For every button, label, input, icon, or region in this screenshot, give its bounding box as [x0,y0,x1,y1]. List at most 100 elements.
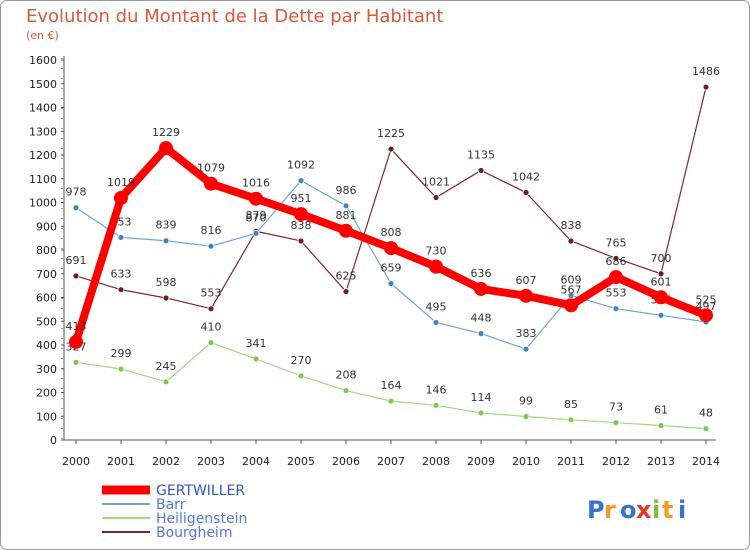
y-tick-label: 1200 [29,149,57,162]
data-label: 495 [426,300,447,313]
data-label: 1019 [107,176,135,189]
y-tick-label: 1500 [29,78,57,91]
y-tick-label: 500 [36,315,57,328]
data-label: 808 [381,226,402,239]
logo-letter: o [620,496,637,524]
chart-subtitle: (en €) [26,29,59,42]
x-tick-label: 2014 [692,455,720,468]
data-point [249,191,263,206]
data-point [342,288,350,295]
x-tick-label: 2000 [62,455,90,468]
data-label: 1135 [467,148,495,161]
data-point [72,272,80,280]
logo-letter: i [652,496,660,524]
data-point [162,294,170,302]
data-label: 625 [336,270,357,283]
data-point [429,259,443,274]
data-point [432,194,440,201]
data-label: 146 [426,383,447,396]
data-label: 383 [516,327,537,340]
data-label: 730 [426,245,447,258]
data-label: 601 [651,275,672,288]
data-point [477,409,485,417]
data-point [72,358,80,366]
data-label: 951 [291,192,312,205]
data-label: 208 [336,369,357,382]
data-point [207,242,215,250]
data-label: 700 [651,252,672,265]
data-point [252,355,260,363]
x-tick-label: 2001 [107,455,135,468]
data-label: 870 [246,211,267,224]
logo-letter: P [587,496,605,524]
data-label: 270 [291,354,312,367]
data-label: 410 [201,321,222,334]
data-point [387,145,395,153]
data-label: 567 [561,283,582,296]
data-point [612,305,620,313]
x-tick-label: 2003 [197,455,225,468]
data-point [117,365,125,373]
data-label: 1079 [197,162,225,175]
y-tick-label: 1100 [29,173,57,186]
data-label: 839 [156,219,177,232]
data-label: 553 [201,287,222,300]
data-label: 659 [381,261,402,274]
data-point [522,345,530,353]
x-tick-label: 2002 [152,455,180,468]
data-label: 1486 [692,65,720,78]
data-point [294,207,308,222]
data-point [117,286,125,294]
data-point [432,319,440,326]
data-label: 299 [111,347,132,360]
data-label: 448 [471,312,492,325]
data-point [384,241,398,256]
y-tick-label: 600 [36,292,57,305]
y-tick-label: 1000 [29,197,57,210]
data-point [699,308,713,323]
data-point [342,387,350,395]
legend-label: Bourgheim [156,525,232,541]
x-tick-label: 2008 [422,455,450,468]
data-label: 881 [336,209,357,222]
data-point [114,190,128,205]
data-label: 633 [111,268,132,281]
data-label: 73 [609,401,623,414]
data-label: 1042 [512,171,540,184]
data-label: 765 [606,236,627,249]
x-tick-label: 2009 [467,455,495,468]
data-point [522,413,530,420]
x-tick-label: 2013 [647,455,675,468]
x-tick-label: 2007 [377,455,405,468]
data-point [702,83,710,91]
data-point [162,378,170,386]
data-point [207,339,215,347]
data-label: 85 [564,398,578,411]
data-point [567,237,575,245]
data-point [252,229,260,237]
data-label: 99 [519,394,533,407]
legend-label: Heiligenstein [156,511,247,527]
data-point [474,281,488,296]
data-label: 1016 [242,177,270,190]
data-label: 838 [291,219,312,232]
data-point [297,372,305,380]
data-point [297,177,305,185]
x-tick-label: 2005 [287,455,315,468]
chart-title: Evolution du Montant de la Dette par Hab… [26,6,443,27]
data-point [72,204,80,212]
data-point [567,416,575,424]
data-label: 245 [156,360,177,373]
data-point [69,334,83,349]
y-tick-label: 1300 [29,125,57,138]
data-label: 636 [471,267,492,280]
data-point [657,422,665,429]
data-point [204,176,218,191]
y-tick-label: 100 [36,410,57,423]
y-tick-label: 0 [50,434,57,447]
y-tick-label: 300 [36,363,57,376]
data-point [612,419,620,427]
logo-letter: t [662,496,673,524]
data-label: 686 [606,255,627,268]
data-label: 413 [66,320,87,333]
